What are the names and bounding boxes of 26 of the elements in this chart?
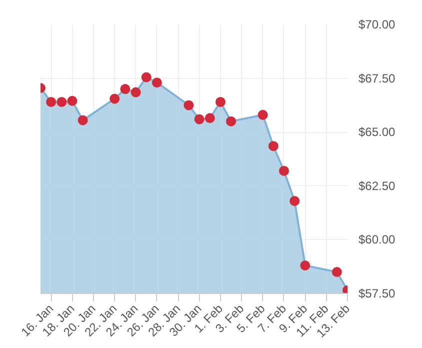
point bbox=[46, 96, 56, 107]
point bbox=[268, 141, 278, 152]
point bbox=[56, 96, 67, 107]
point bbox=[215, 96, 226, 107]
y-tick-label: $65.00 bbox=[358, 125, 396, 140]
point bbox=[67, 96, 78, 106]
point bbox=[300, 260, 310, 271]
point bbox=[204, 113, 215, 124]
point bbox=[184, 100, 194, 110]
point bbox=[226, 116, 236, 126]
point bbox=[290, 196, 300, 206]
y-tick-label: $60.00 bbox=[358, 232, 396, 247]
point bbox=[194, 114, 204, 124]
point bbox=[120, 84, 130, 94]
y-tick-label: $70.00 bbox=[358, 18, 396, 32]
point bbox=[141, 72, 152, 82]
y-tick-label: $57.50 bbox=[358, 286, 396, 300]
point bbox=[278, 166, 289, 176]
point bbox=[78, 115, 88, 126]
point bbox=[258, 110, 268, 120]
point bbox=[110, 94, 120, 104]
point bbox=[130, 87, 141, 98]
point bbox=[152, 78, 162, 88]
point bbox=[332, 266, 342, 277]
y-tick-label: $62.50 bbox=[358, 178, 396, 193]
y-tick-label: $67.50 bbox=[358, 71, 396, 86]
